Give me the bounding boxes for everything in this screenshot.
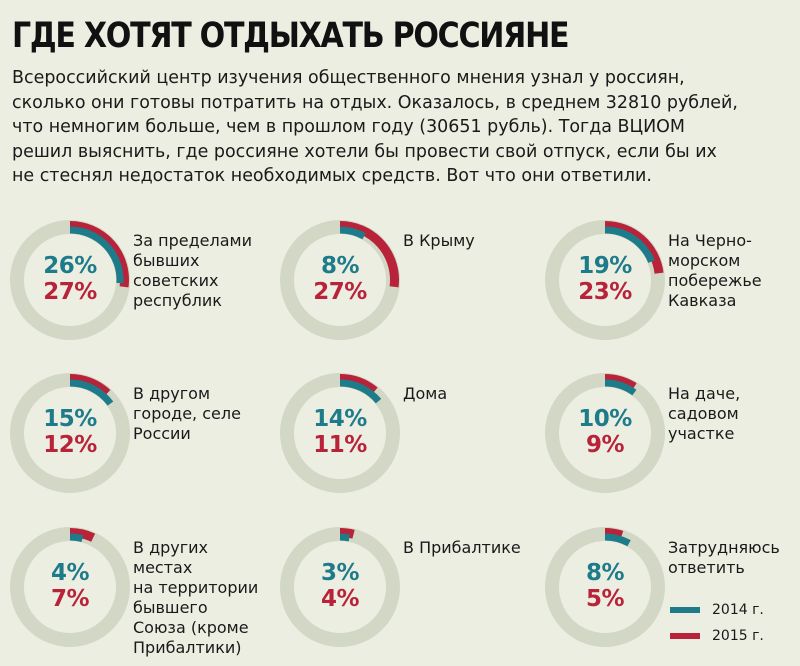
lead-line: Всероссийский центр изучения общественно…	[12, 67, 685, 88]
category-label: В Крыму	[403, 231, 553, 251]
arc-2014	[339, 226, 366, 240]
category-label-line: садовом	[668, 404, 739, 423]
value-2014: 15%	[43, 406, 97, 432]
category-label-line: бывшего	[133, 598, 208, 617]
category-label: За пределами бывших советских республик	[133, 231, 283, 311]
donut-svg	[545, 220, 665, 340]
category-label-line: России	[133, 424, 191, 443]
category-label: В других местах на территории бывшего Союза …	[133, 538, 283, 658]
arc-2014	[69, 533, 84, 542]
value-2014: 8%	[585, 560, 625, 586]
arc-2015	[69, 374, 111, 397]
arc-2015	[69, 221, 129, 288]
donut-track	[10, 373, 130, 493]
category-label-line: побережье	[668, 271, 762, 290]
arc-2014	[604, 226, 655, 263]
category-label: Затрудняюсь ответить	[668, 538, 800, 578]
page-title: ГДЕ ХОТЯТ ОТДЫХАТЬ РОССИЯНЕ	[12, 16, 570, 56]
legend-swatch-2015	[670, 633, 700, 639]
donut-svg	[280, 527, 400, 647]
category-label-line: республик	[133, 291, 222, 310]
lead-line: что немногим больше, чем в прошлом году …	[12, 116, 685, 137]
legend-label-2015: 2015 г.	[712, 628, 764, 644]
category-label-line: В Крыму	[403, 231, 475, 250]
arc-2014	[69, 226, 124, 284]
donut-track	[280, 527, 400, 647]
value-2014: 8%	[320, 253, 360, 279]
arc-2014	[69, 379, 114, 406]
arc-2015	[339, 221, 399, 288]
category-label-line: ответить	[668, 558, 745, 577]
value-2015: 27%	[313, 279, 367, 305]
category-label: В другом городе, селе России	[133, 384, 283, 444]
value-2015: 27%	[43, 279, 97, 305]
arc-2014	[604, 379, 637, 396]
legend-label-2014: 2014 г.	[712, 602, 764, 618]
category-label: В Прибалтике	[403, 538, 553, 558]
category-label: На Черно-морском побережье Кавказа	[668, 231, 800, 311]
value-2015: 9%	[585, 432, 625, 458]
lead-line: не стеснял недостаток необходимых средст…	[12, 165, 652, 186]
value-2015: 5%	[585, 586, 625, 612]
donut-svg	[10, 373, 130, 493]
arc-2015	[69, 528, 96, 542]
category-label-line: Кавказа	[668, 291, 737, 310]
category-label: На даче, садовом участке	[668, 384, 800, 444]
lead-paragraph: Всероссийский центр изучения общественно…	[12, 66, 792, 189]
category-label-line: На даче,	[668, 384, 741, 403]
category-label-line: местах	[133, 558, 193, 577]
category-label-line: морском	[668, 251, 741, 270]
arc-2015	[604, 528, 624, 540]
arc-2015	[604, 374, 637, 391]
value-2014: 14%	[313, 406, 367, 432]
arc-2015	[604, 221, 664, 274]
donut-svg	[10, 220, 130, 340]
value-2014: 4%	[50, 560, 90, 586]
lead-line: решил выяснить, где россияне хотели бы п…	[12, 140, 717, 162]
donut-svg	[280, 220, 400, 340]
arc-2015	[339, 374, 378, 395]
donut-svg	[10, 527, 130, 647]
arc-2014	[604, 533, 631, 547]
donut-svg	[280, 373, 400, 493]
value-2015: 4%	[320, 586, 360, 612]
category-label-line: Союза (кроме	[133, 618, 249, 637]
value-2014: 19%	[578, 253, 632, 279]
category-label-line: За пределами	[133, 231, 253, 250]
lead-line: сколько они готовы потратить на отдых. О…	[12, 91, 738, 113]
category-label-line: на территории	[133, 578, 259, 597]
value-2014: 3%	[320, 560, 360, 586]
value-2015: 7%	[50, 586, 90, 612]
category-label-line: городе, селе	[133, 404, 241, 423]
category-label-line: В других	[133, 538, 209, 557]
category-label-line: участке	[668, 424, 735, 443]
donut-track	[545, 373, 665, 493]
donut-svg	[545, 373, 665, 493]
category-label: Дома	[403, 384, 553, 404]
legend-swatch-2014	[670, 607, 700, 613]
value-2014: 10%	[578, 406, 632, 432]
arc-2015	[339, 528, 355, 539]
value-2015: 11%	[313, 432, 367, 458]
value-2014: 26%	[43, 253, 97, 279]
category-label-line: Дома	[403, 384, 448, 403]
value-2015: 12%	[43, 432, 97, 458]
category-label-line: Затрудняюсь	[668, 538, 780, 557]
category-label-line: советских	[133, 271, 219, 290]
value-2015: 23%	[578, 279, 632, 305]
donut-svg	[545, 527, 665, 647]
arc-2014	[339, 533, 351, 542]
category-label-line: Прибалтики)	[133, 638, 242, 657]
category-label-line: В Прибалтике	[403, 538, 521, 557]
category-label-line: На Черно-	[668, 231, 752, 250]
arc-2014	[339, 379, 382, 404]
category-label-line: В другом	[133, 384, 211, 403]
category-label-line: бывших	[133, 251, 200, 270]
